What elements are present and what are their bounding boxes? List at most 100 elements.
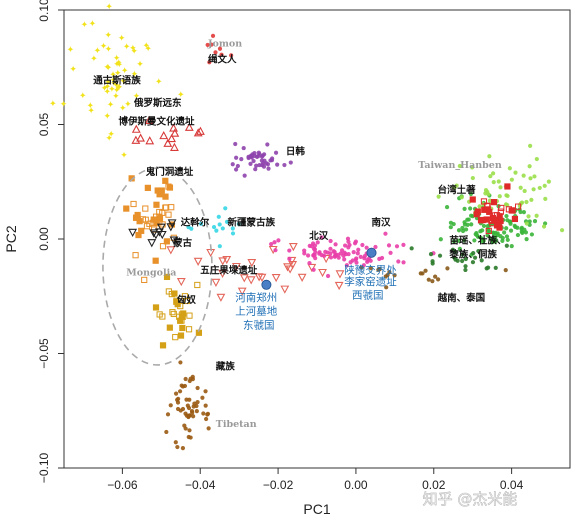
annotation-label: 绳文人 bbox=[208, 54, 237, 66]
scatter-point-purple bbox=[253, 167, 258, 172]
scatter-point-pink bbox=[319, 235, 324, 240]
scatter-point-green bbox=[473, 232, 478, 237]
scatter-point-brown-diag bbox=[503, 268, 508, 273]
scatter-point-pink bbox=[342, 243, 348, 248]
scatter-point-green bbox=[468, 191, 474, 197]
scatter-point-pink bbox=[351, 250, 356, 255]
scatter-point-jomon bbox=[219, 52, 224, 57]
scatter-point-red-tri bbox=[144, 115, 154, 125]
scatter-point-darkgreen bbox=[472, 255, 478, 260]
scatter-point-yellow: ✦ bbox=[89, 20, 97, 30]
scatter-point-pink bbox=[342, 257, 347, 262]
scatter-point-pink bbox=[356, 247, 361, 252]
scatter-point-red-sq bbox=[498, 204, 505, 212]
scatter-point-yellow: ✦ bbox=[113, 54, 121, 64]
scatter-point-orange bbox=[132, 252, 139, 259]
scatter-point-green bbox=[460, 228, 466, 234]
scatter-point-yellow: ✦ bbox=[108, 85, 116, 95]
scatter-point-green bbox=[509, 244, 514, 249]
scatter-point-mongolia-tri bbox=[149, 229, 159, 238]
scatter-point-brown bbox=[164, 429, 169, 435]
scatter-point-jomon bbox=[209, 42, 214, 47]
scatter-point-purple bbox=[266, 166, 271, 171]
scatter-point-red-sq bbox=[469, 196, 476, 203]
scatter-point-darkgreen bbox=[455, 258, 460, 263]
scatter-point-purple bbox=[230, 162, 235, 167]
scatter-point-purple bbox=[282, 162, 287, 168]
scatter-point-brown bbox=[204, 416, 209, 422]
scatter-point-red-sq bbox=[496, 224, 503, 231]
scatter-point-yellow: ✦ bbox=[114, 69, 122, 79]
scatter-point-pink bbox=[348, 260, 353, 265]
scatter-point-pink bbox=[331, 249, 336, 254]
scatter-point-lightgreen bbox=[470, 175, 475, 181]
scatter-point-green bbox=[504, 213, 509, 219]
scatter-point-lightgreen bbox=[498, 185, 503, 190]
scatter-point-orange bbox=[146, 220, 153, 227]
scatter-point-yellow: ✦ bbox=[100, 42, 108, 52]
scatter-point-darkgreen bbox=[428, 252, 434, 257]
scatter-point-salmon-tri bbox=[237, 287, 247, 296]
scatter-point-yellow: ✦ bbox=[131, 70, 139, 80]
scatter-point-lightgreen bbox=[534, 156, 539, 162]
scatter-point-gold bbox=[179, 313, 186, 321]
scatter-point-yellow: ✦ bbox=[79, 91, 87, 101]
scatter-point-cyan bbox=[230, 226, 235, 231]
scatter-point-red-tri bbox=[136, 133, 145, 142]
scatter-point-gold bbox=[186, 312, 193, 319]
scatter-point-lightgreen bbox=[483, 187, 489, 193]
scatter-point-salmon-tri bbox=[307, 263, 317, 273]
scatter-point-brown bbox=[203, 403, 208, 408]
scatter-point-orange bbox=[154, 187, 161, 194]
scatter-point-red-tri bbox=[159, 130, 169, 140]
scatter-point-pink bbox=[401, 242, 406, 247]
scatter-point-red-sq bbox=[479, 216, 487, 224]
scatter-point-pink bbox=[368, 258, 373, 263]
scatter-point-darkgreen bbox=[460, 258, 465, 264]
scatter-point-jomon bbox=[213, 50, 218, 55]
scatter-point-brown bbox=[173, 440, 178, 445]
scatter-point-red-tri bbox=[131, 124, 141, 133]
scatter-point-purple bbox=[265, 142, 270, 147]
scatter-point-brown-diag bbox=[392, 273, 397, 278]
scatter-point-brown bbox=[183, 376, 188, 382]
scatter-point-pink bbox=[360, 242, 365, 248]
scatter-point-yellow: ✦ bbox=[103, 88, 111, 98]
scatter-point-pink bbox=[328, 255, 334, 260]
scatter-point-green bbox=[478, 229, 483, 234]
scatter-point-lightgreen bbox=[524, 221, 529, 226]
scatter-point-purple bbox=[254, 163, 259, 168]
scatter-point-green bbox=[462, 222, 468, 227]
scatter-point-brown bbox=[188, 376, 193, 381]
scatter-point-pink bbox=[344, 263, 349, 268]
scatter-point-yellow: ✦ bbox=[60, 100, 68, 110]
scatter-point-pink bbox=[354, 260, 359, 265]
scatter-point-salmon-tri bbox=[218, 257, 228, 266]
scatter-point-green bbox=[505, 237, 510, 243]
scatter-point-salmon-tri bbox=[285, 265, 295, 274]
scatter-point-purple bbox=[235, 163, 240, 169]
scatter-point-orange bbox=[166, 184, 174, 191]
scatter-point-jomon bbox=[205, 42, 210, 48]
scatter-point-pink bbox=[272, 240, 277, 245]
scatter-point-green bbox=[448, 220, 454, 225]
scatter-point-cyan bbox=[217, 222, 222, 227]
scatter-point-gold bbox=[177, 302, 184, 310]
scatter-point-salmon-tri bbox=[283, 263, 292, 272]
scatter-point-pink bbox=[352, 241, 358, 246]
scatter-point-gold bbox=[194, 281, 201, 289]
scatter-point-yellow: ✦ bbox=[105, 134, 113, 144]
scatter-point-pink bbox=[358, 254, 363, 260]
scatter-point-cyan bbox=[211, 224, 217, 230]
scatter-point-cyan bbox=[198, 221, 204, 226]
scatter-point-lightgreen bbox=[528, 176, 533, 181]
scatter-point-pink bbox=[401, 260, 406, 265]
annotation-label: 新疆蒙古族 bbox=[227, 216, 275, 228]
scatter-point-green bbox=[462, 206, 467, 211]
scatter-point-jomon bbox=[207, 60, 212, 65]
scatter-point-lightgreen bbox=[521, 173, 526, 178]
scatter-point-salmon-tri bbox=[247, 259, 257, 268]
scatter-point-gold bbox=[181, 293, 189, 300]
scatter-point-pink bbox=[315, 240, 320, 245]
scatter-point-brown bbox=[195, 385, 200, 391]
